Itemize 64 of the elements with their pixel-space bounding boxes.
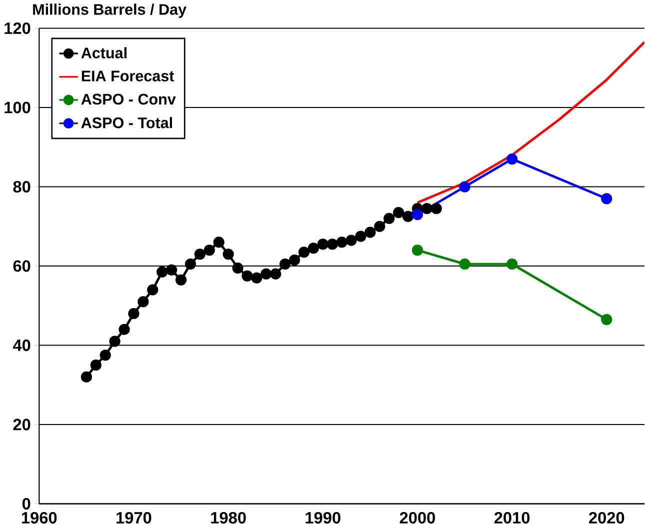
point — [346, 234, 357, 246]
x-tick-label: 1960 — [22, 512, 57, 524]
point — [80, 371, 92, 382]
point — [90, 359, 102, 371]
point — [402, 210, 414, 222]
point — [412, 208, 424, 220]
point — [288, 254, 300, 266]
legend-label: ASPO - Conv — [81, 94, 176, 105]
point — [421, 202, 432, 214]
point — [355, 230, 366, 242]
point — [222, 248, 234, 260]
y-tick-label: 100 — [4, 102, 30, 114]
point — [459, 258, 470, 270]
point — [506, 153, 518, 164]
point — [326, 238, 338, 250]
legend-label: ASPO - Total — [81, 116, 172, 128]
point — [364, 226, 376, 238]
point — [308, 242, 319, 254]
point — [138, 296, 149, 308]
x-tick-label: 2020 — [588, 512, 624, 524]
point — [506, 258, 518, 270]
point — [166, 264, 178, 276]
point — [459, 181, 470, 192]
x-tick-label: 2010 — [494, 512, 530, 524]
point — [100, 350, 111, 361]
y-tick-label: 80 — [13, 180, 30, 192]
point — [430, 202, 442, 214]
x-tick-label: 1980 — [211, 512, 246, 524]
point — [204, 244, 215, 256]
point — [109, 336, 120, 347]
y-tick-label: 120 — [4, 22, 30, 34]
point — [128, 308, 140, 320]
point — [298, 246, 310, 258]
point — [260, 268, 272, 280]
point — [184, 258, 196, 270]
point — [601, 192, 612, 204]
point — [156, 266, 168, 278]
point — [374, 220, 386, 232]
point — [213, 236, 224, 248]
legend-label: Actual — [81, 47, 126, 58]
point — [251, 272, 262, 284]
point — [242, 270, 253, 282]
x-tick-label: 2000 — [400, 512, 435, 524]
point — [317, 238, 328, 250]
y-tick-label: 40 — [12, 339, 30, 351]
point — [232, 262, 244, 274]
y-tick-label: 0 — [22, 498, 30, 510]
point — [384, 212, 395, 224]
y-tick-label: 20 — [13, 418, 30, 430]
point — [412, 244, 424, 256]
point — [601, 314, 612, 325]
point — [392, 206, 404, 218]
point — [118, 324, 130, 335]
point — [147, 284, 158, 296]
point — [279, 258, 291, 270]
point — [175, 274, 187, 286]
y-tick-label: 60 — [13, 260, 30, 272]
legend-label: EIA Forecast — [82, 70, 174, 82]
x-tick-label: 1970 — [116, 512, 152, 524]
point — [336, 236, 348, 248]
x-tick-label: 1990 — [306, 512, 340, 524]
chart-title: Millions Barrels / Day — [33, 4, 186, 18]
point — [270, 268, 282, 280]
point — [194, 248, 206, 260]
